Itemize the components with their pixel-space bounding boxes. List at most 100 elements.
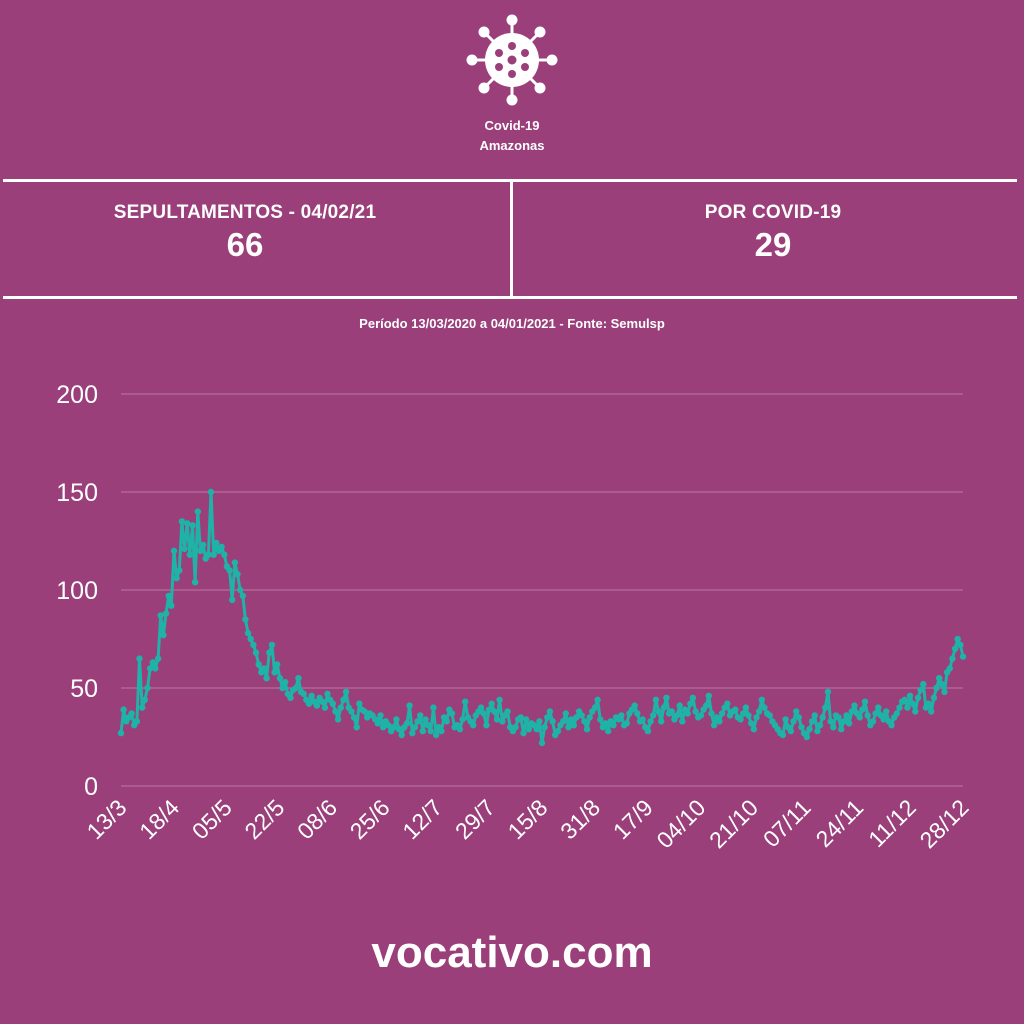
- data-point: [152, 665, 159, 672]
- data-point: [417, 712, 424, 719]
- data-point: [157, 612, 164, 619]
- stat-burials-label: SEPULTAMENTOS - 04/02/21: [113, 202, 377, 223]
- data-point: [957, 641, 964, 649]
- data-point: [419, 727, 426, 735]
- data-point: [252, 649, 260, 656]
- data-point: [239, 592, 246, 600]
- data-point: [586, 714, 593, 721]
- data-point: [602, 720, 609, 727]
- data-point: [941, 688, 948, 696]
- stat-burials: SEPULTAMENTOS - 04/02/21 66: [10, 202, 480, 264]
- data-point: [287, 694, 294, 701]
- data-point: [567, 716, 575, 723]
- data-point: [533, 726, 540, 733]
- data-point: [141, 696, 148, 703]
- data-point: [242, 616, 249, 623]
- data-point: [170, 547, 178, 554]
- data-point: [634, 710, 641, 717]
- data-point: [920, 680, 927, 688]
- data-point: [538, 739, 546, 747]
- data-point: [676, 702, 683, 709]
- data-point: [329, 700, 336, 707]
- data-point: [522, 716, 530, 723]
- data-point: [859, 706, 866, 713]
- x-tick-label: 08/6: [292, 794, 342, 844]
- data-point: [432, 731, 440, 739]
- data-point: [605, 727, 612, 735]
- line-chart: 0 50 100 150 200 13/3 18/4 05/5 22/5 08/6 25/6 12/7…: [56, 381, 973, 853]
- data-point: [189, 522, 196, 529]
- data-point: [332, 708, 339, 715]
- data-point: [165, 592, 172, 600]
- data-point: [282, 678, 289, 686]
- data-point: [639, 716, 646, 723]
- data-point: [448, 710, 456, 717]
- footer-site: vocativo.com: [371, 928, 653, 977]
- data-point: [562, 710, 569, 717]
- data-point: [914, 694, 922, 701]
- data-point: [374, 720, 381, 727]
- data-point: [880, 716, 887, 723]
- data-point: [790, 718, 797, 725]
- data-point: [946, 665, 953, 672]
- data-point: [705, 692, 712, 699]
- data-point: [835, 714, 842, 721]
- data-point: [583, 726, 591, 733]
- data-point: [888, 722, 895, 729]
- data-point: [578, 712, 585, 719]
- data-point: [732, 706, 739, 713]
- data-point: [544, 714, 551, 721]
- data-point: [483, 722, 490, 729]
- data-point: [933, 684, 940, 692]
- data-point: [652, 696, 660, 703]
- data-point: [385, 722, 392, 729]
- data-point: [321, 704, 329, 711]
- data-point: [936, 675, 943, 682]
- data-point: [398, 731, 405, 739]
- data-point: [173, 575, 180, 582]
- data-point: [504, 708, 511, 715]
- data-point: [356, 700, 363, 707]
- data-point: [623, 720, 630, 727]
- data-point: [591, 704, 599, 711]
- data-point: [406, 702, 413, 709]
- header-title-line2: Amazonas: [479, 138, 545, 153]
- data-point: [631, 702, 638, 709]
- data-point: [581, 718, 588, 725]
- data-point: [199, 541, 207, 549]
- data-point: [904, 704, 911, 711]
- data-point: [221, 551, 228, 558]
- data-point: [213, 539, 220, 547]
- x-tick-label: 11/12: [863, 794, 921, 852]
- data-point: [136, 655, 143, 662]
- data-point: [761, 704, 768, 711]
- data-point: [348, 708, 355, 715]
- data-point: [443, 718, 450, 725]
- data-point: [703, 702, 710, 709]
- data-point: [411, 724, 419, 731]
- data-point: [409, 729, 416, 737]
- data-point: [864, 712, 871, 719]
- data-point: [938, 680, 945, 688]
- data-point: [395, 726, 403, 733]
- data-point: [851, 702, 858, 709]
- data-point: [803, 733, 810, 741]
- data-point: [488, 700, 495, 707]
- data-point: [843, 712, 850, 719]
- data-point: [424, 722, 432, 729]
- data-point: [679, 718, 686, 725]
- data-point: [295, 675, 302, 682]
- data-point: [925, 700, 932, 707]
- data-point: [146, 665, 154, 672]
- data-point: [708, 710, 715, 717]
- data-point: [342, 688, 350, 696]
- data-point: [644, 727, 652, 735]
- data-point: [499, 718, 506, 725]
- data-point: [350, 714, 358, 721]
- data-point: [906, 692, 914, 699]
- data-point: [573, 714, 580, 721]
- data-point: [896, 704, 903, 711]
- data-point: [491, 708, 498, 715]
- data-point: [292, 684, 299, 692]
- x-tick-label: 12/7: [397, 794, 447, 844]
